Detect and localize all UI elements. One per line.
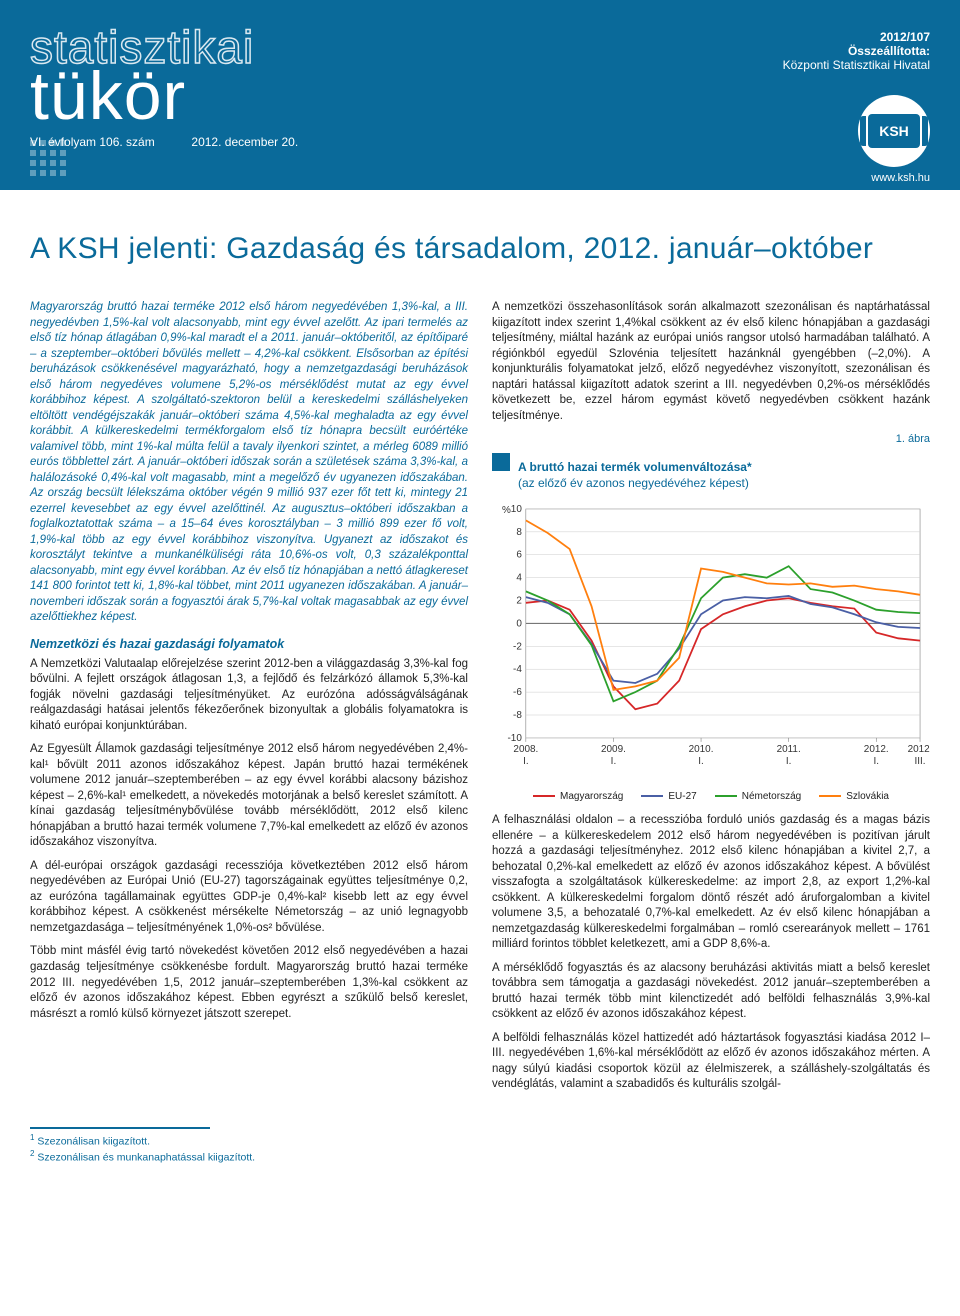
footnote-1: 1 Szezonálisan kiigazított. bbox=[30, 1133, 930, 1148]
svg-text:-2: -2 bbox=[513, 642, 522, 653]
svg-text:8: 8 bbox=[516, 527, 522, 538]
svg-text:4: 4 bbox=[516, 573, 522, 584]
legend-swatch bbox=[533, 795, 555, 797]
left-p4: Több mint másfél évig tartó növekedést k… bbox=[30, 944, 468, 1022]
chart-caption-row: A bruttó hazai termék volumenváltozása* … bbox=[492, 451, 930, 493]
svg-text:6: 6 bbox=[516, 550, 522, 561]
left-column: Magyarország bruttó hazai terméke 2012 e… bbox=[30, 300, 468, 1101]
right-p1: A nemzetközi összehasonlítások során alk… bbox=[492, 300, 930, 424]
dotted-rule-bottom bbox=[30, 272, 930, 274]
compiled-label: Összeállította: bbox=[783, 44, 930, 58]
svg-text:I.: I. bbox=[873, 756, 879, 767]
svg-text:%: % bbox=[502, 505, 511, 516]
issue-date: 2012. december 20. bbox=[191, 135, 298, 149]
svg-text:-10: -10 bbox=[507, 733, 522, 744]
svg-text:I.: I. bbox=[611, 756, 617, 767]
header-right: 2012/107 Összeállította: Központi Statis… bbox=[783, 30, 930, 72]
dotted-rule-top bbox=[30, 224, 930, 226]
title-block: A KSH jelenti: Gazdaság és társadalom, 2… bbox=[0, 190, 960, 290]
compiled-by: Központi Statisztikai Hivatal bbox=[783, 58, 930, 72]
svg-text:2009.: 2009. bbox=[601, 744, 626, 755]
footnotes: 1 Szezonálisan kiigazított. 2 Szezonális… bbox=[0, 1121, 960, 1186]
decorative-dots bbox=[30, 140, 66, 176]
figure-label: 1. ábra bbox=[492, 432, 930, 447]
legend-item: Németország bbox=[715, 790, 801, 804]
legend-label: Németország bbox=[742, 790, 801, 804]
left-p3: A dél-európai országok gazdasági recessz… bbox=[30, 859, 468, 937]
right-column: A nemzetközi összehasonlítások során alk… bbox=[492, 300, 930, 1101]
left-p2: Az Egyesült Államok gazdasági teljesítmé… bbox=[30, 742, 468, 851]
svg-text:-8: -8 bbox=[513, 710, 522, 721]
header: statisztikai tükör VI. évfolyam 106. szá… bbox=[0, 0, 960, 190]
right-p4: A belföldi felhasználás közel hattizedét… bbox=[492, 1031, 930, 1093]
legend-item: Magyarország bbox=[533, 790, 623, 804]
footnote-2: 2 Szezonálisan és munkanaphatással kiiga… bbox=[30, 1149, 930, 1164]
svg-text:2012.: 2012. bbox=[864, 744, 889, 755]
right-p2: A felhasználási oldalon – a recesszióba … bbox=[492, 813, 930, 953]
intro-paragraph: Magyarország bruttó hazai terméke 2012 e… bbox=[30, 300, 468, 626]
caption-bullet bbox=[492, 453, 510, 471]
svg-text:0: 0 bbox=[516, 619, 522, 630]
svg-text:-6: -6 bbox=[513, 687, 522, 698]
legend-label: Szlovákia bbox=[846, 790, 889, 804]
svg-text:-4: -4 bbox=[513, 665, 522, 676]
gdp-chart-svg: 1086420-2-4-6-8-10%2008.I.2009.I.2010.I.… bbox=[492, 499, 930, 778]
gdp-chart: 1086420-2-4-6-8-10%2008.I.2009.I.2010.I.… bbox=[492, 499, 930, 803]
chart-legend: Magyarország EU-27 Németország Szlovákia bbox=[492, 790, 930, 804]
svg-text:2012.: 2012. bbox=[908, 744, 930, 755]
legend-label: Magyarország bbox=[560, 790, 623, 804]
legend-item: Szlovákia bbox=[819, 790, 889, 804]
svg-text:2: 2 bbox=[516, 596, 522, 607]
left-p1: A Nemzetközi Valutaalap előrejelzése sze… bbox=[30, 657, 468, 735]
section-heading: Nemzetközi és hazai gazdasági folyamatok bbox=[30, 636, 468, 653]
ksh-logo: KSH bbox=[858, 95, 930, 167]
svg-text:10: 10 bbox=[511, 504, 523, 515]
chart-subtitle: (az előző év azonos negyedévéhez képest) bbox=[518, 476, 749, 490]
right-p3: A mérséklődő fogyasztás és az alacsony b… bbox=[492, 961, 930, 1023]
svg-text:I.: I. bbox=[698, 756, 704, 767]
svg-text:2011.: 2011. bbox=[777, 744, 801, 755]
svg-text:III.: III. bbox=[915, 756, 926, 767]
legend-swatch bbox=[641, 795, 663, 797]
chart-title: A bruttó hazai termék volumenváltozása* bbox=[518, 460, 752, 474]
svg-text:2010.: 2010. bbox=[689, 744, 714, 755]
issue-line: VI. évfolyam 106. szám 2012. december 20… bbox=[30, 135, 930, 149]
issue-code: 2012/107 bbox=[783, 30, 930, 44]
legend-item: EU-27 bbox=[641, 790, 696, 804]
masthead-bottom: tükör bbox=[30, 66, 930, 127]
legend-swatch bbox=[819, 795, 841, 797]
svg-text:I.: I. bbox=[786, 756, 792, 767]
site-url[interactable]: www.ksh.hu bbox=[871, 172, 930, 184]
svg-text:2008.: 2008. bbox=[513, 744, 538, 755]
svg-text:I.: I. bbox=[523, 756, 529, 767]
ksh-logo-text: KSH bbox=[868, 114, 920, 148]
page-title: A KSH jelenti: Gazdaság és társadalom, 2… bbox=[30, 232, 930, 266]
chart-caption: A bruttó hazai termék volumenváltozása* … bbox=[518, 459, 752, 491]
legend-label: EU-27 bbox=[668, 790, 696, 804]
legend-swatch bbox=[715, 795, 737, 797]
body-columns: Magyarország bruttó hazai terméke 2012 e… bbox=[0, 290, 960, 1121]
